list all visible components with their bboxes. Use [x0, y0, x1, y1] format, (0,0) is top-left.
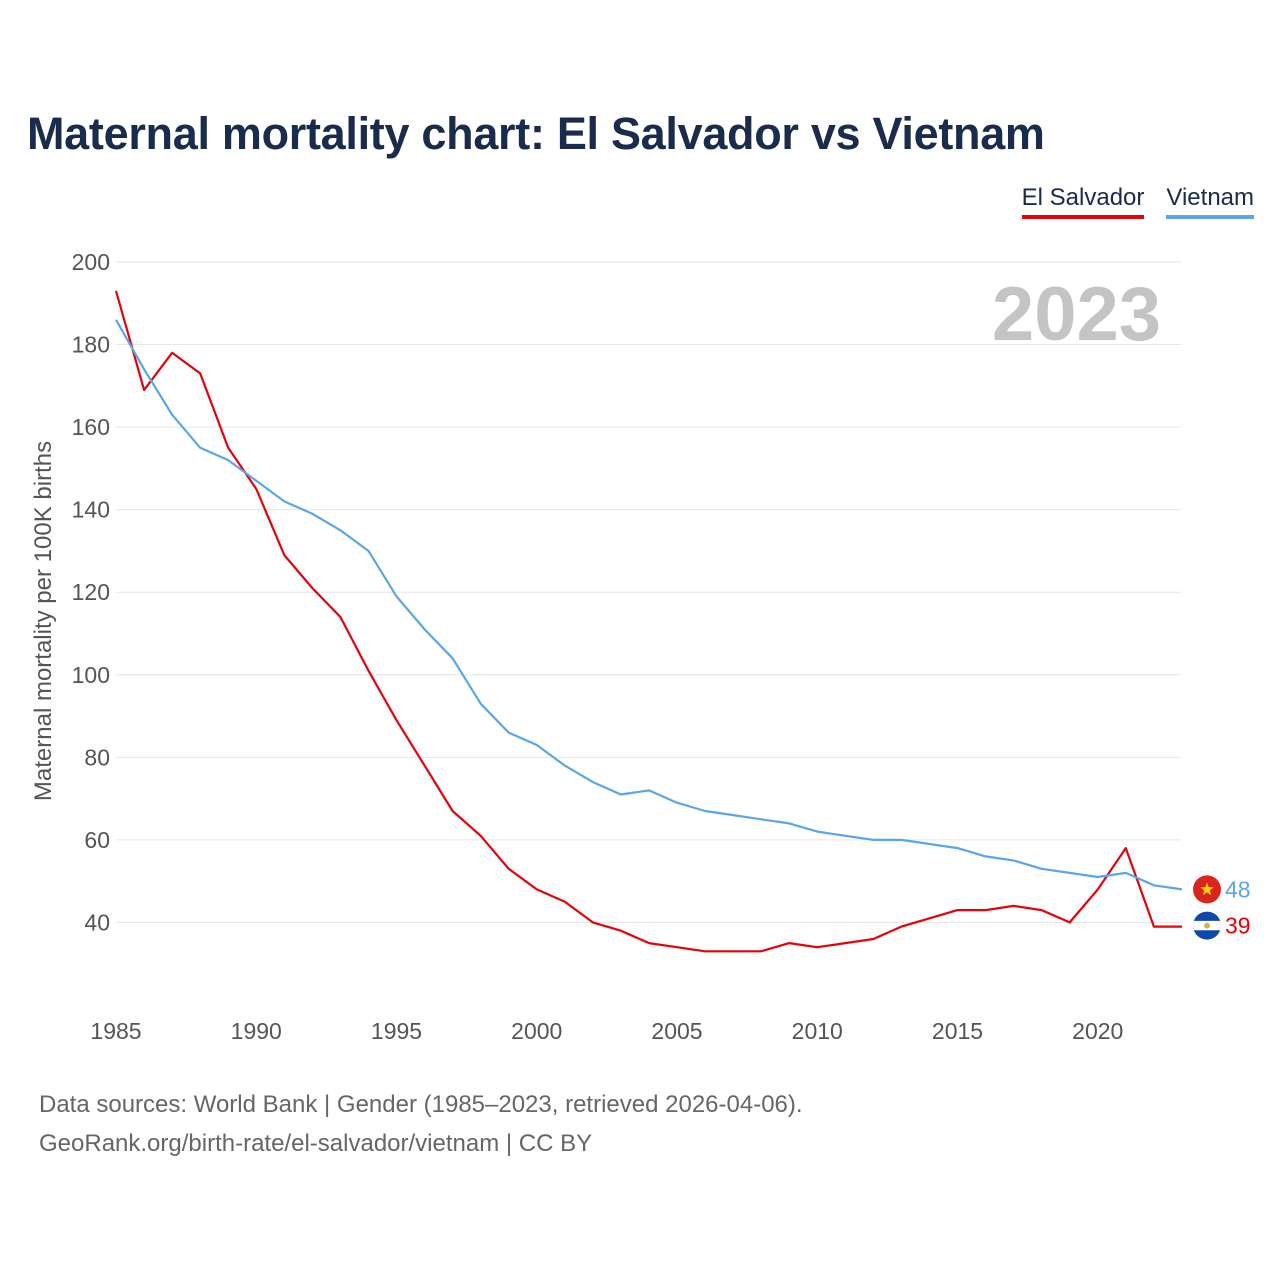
- end-label-el-salvador: 39: [1225, 913, 1251, 939]
- y-tick-100: 100: [72, 662, 110, 688]
- y-tick-140: 140: [72, 497, 110, 523]
- y-tick-120: 120: [72, 579, 110, 605]
- y-tick-60: 60: [84, 827, 110, 853]
- x-tick-2000: 2000: [511, 1018, 562, 1044]
- x-tick-2005: 2005: [651, 1018, 702, 1044]
- chart-legend: El Salvador Vietnam: [1021, 184, 1254, 219]
- series-line-el-salvador[interactable]: [114, 290, 1182, 953]
- series-lines: [114, 290, 1183, 953]
- legend-vietnam[interactable]: Vietnam: [1166, 184, 1254, 219]
- y-axis-ticks: 40 60 80 100 120 140 160 180 200: [72, 249, 110, 935]
- vietnam-flag-icon: [1193, 875, 1221, 904]
- end-label-vietnam: 48: [1225, 876, 1251, 902]
- el-salvador-flag-icon: [1193, 911, 1221, 940]
- source-line-1: Data sources: World Bank | Gender (1985–…: [39, 1091, 803, 1118]
- series-line-vietnam[interactable]: [115, 319, 1183, 891]
- x-tick-1995: 1995: [371, 1018, 422, 1044]
- source-line-2[interactable]: GeoRank.org/birth-rate/el-salvador/vietn…: [39, 1130, 593, 1157]
- x-tick-2020: 2020: [1072, 1018, 1123, 1044]
- x-tick-1990: 1990: [231, 1018, 282, 1044]
- y-tick-160: 160: [72, 414, 110, 440]
- grid-lines: [116, 261, 1181, 923]
- y-tick-180: 180: [72, 332, 110, 358]
- x-tick-2010: 2010: [792, 1018, 843, 1044]
- x-axis-ticks: 1985 1990 1995 2000 2005 2010 2015 2020: [90, 1018, 1123, 1044]
- y-axis-label: Maternal mortality per 100K births: [30, 441, 57, 801]
- legend-el-salvador[interactable]: El Salvador: [1021, 184, 1145, 219]
- source-note: Data sources: World Bank | Gender (1985–…: [39, 1085, 803, 1163]
- chart-title: Maternal mortality chart: El Salvador vs…: [27, 108, 1045, 159]
- x-tick-1985: 1985: [90, 1018, 141, 1044]
- x-tick-2015: 2015: [932, 1018, 983, 1044]
- year-watermark: 2023: [992, 272, 1161, 357]
- y-tick-200: 200: [72, 249, 110, 275]
- y-tick-40: 40: [84, 909, 110, 935]
- y-tick-80: 80: [84, 744, 110, 770]
